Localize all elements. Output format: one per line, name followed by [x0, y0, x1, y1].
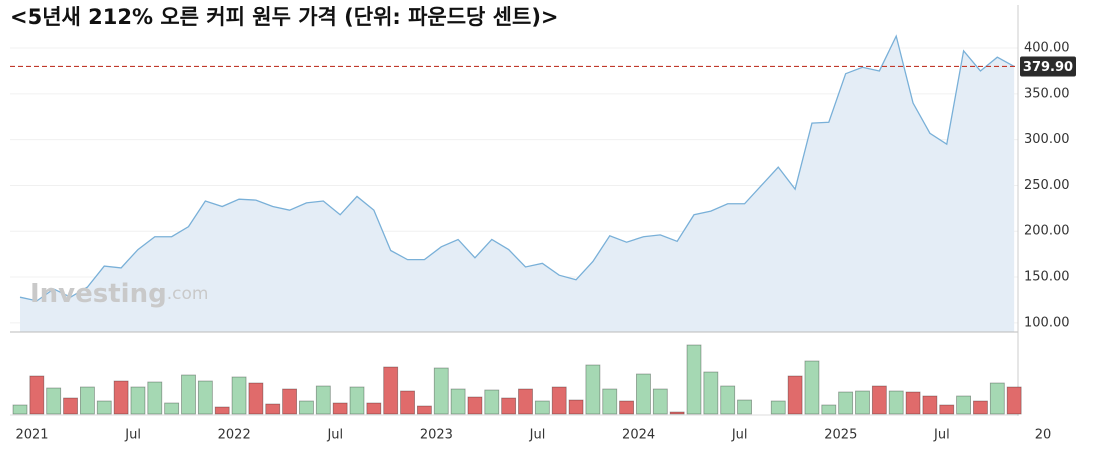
- volume-bar: [568, 399, 584, 415]
- x-tick-label: Jul: [326, 428, 343, 443]
- y-tick-label: 350.00: [1024, 86, 1070, 101]
- watermark: Investing.com: [30, 279, 208, 309]
- volume-bar: [265, 403, 281, 415]
- volume-bar: [63, 397, 78, 415]
- price-area: [20, 36, 1015, 333]
- volume-bar: [821, 404, 837, 415]
- price-line: [19, 34, 1015, 302]
- volume-bar: [602, 388, 618, 415]
- volume-bar: [147, 381, 163, 415]
- y-tick-label: 250.00: [1024, 178, 1070, 193]
- volume-bar: [315, 385, 331, 415]
- volume-bar: [703, 371, 719, 415]
- volume-bar: [164, 402, 180, 415]
- volume-bar: [484, 389, 500, 415]
- volume-bar: [12, 404, 28, 415]
- volume-bar: [619, 400, 634, 415]
- volume-bar: [366, 402, 382, 415]
- volume-bar: [332, 402, 348, 415]
- volume-bar: [113, 380, 129, 415]
- plot: 100.00 150.00 200.00 250.00 300.00 350.00 400.…: [10, 5, 1076, 443]
- volume-bar: [652, 388, 668, 415]
- volume-bar: [855, 390, 870, 415]
- volume-bar: [96, 400, 112, 415]
- volume-bar: [231, 376, 247, 415]
- y-tick-label: 300.00: [1024, 132, 1070, 147]
- volume-bar: [770, 400, 786, 415]
- watermark-domain: .com: [167, 284, 209, 304]
- x-tick-label: Jul: [731, 428, 748, 443]
- volume-bar: [46, 387, 62, 415]
- volume-bar: [534, 400, 550, 415]
- reference-label-box: [1020, 56, 1076, 77]
- volume-bar: [450, 388, 466, 415]
- x-tick-label: 2025: [824, 428, 857, 443]
- volume-bar: [551, 386, 567, 415]
- volume-bar: [686, 344, 702, 415]
- volume-bar: [636, 373, 651, 415]
- volume-bar: [973, 400, 988, 415]
- volume-bar: [282, 388, 298, 415]
- volume-bar: [585, 364, 601, 415]
- x-tick-label: Jul: [124, 428, 141, 443]
- volume-bar: [467, 396, 483, 415]
- volume-bar: [669, 411, 685, 415]
- watermark-brand: Investing: [30, 279, 167, 309]
- volume-bar: [905, 391, 921, 415]
- volume-bar: [349, 386, 365, 415]
- volume-bar: [29, 375, 45, 415]
- y-tick-label: 400.00: [1024, 41, 1070, 56]
- volume-bar: [383, 366, 399, 415]
- volume-bar: [433, 367, 449, 415]
- volume-bar: [416, 405, 432, 415]
- x-tick-label: Jul: [529, 428, 546, 443]
- x-tick-label: 2022: [218, 428, 251, 443]
- x-tick-label: 2023: [420, 428, 453, 443]
- volume-bar: [214, 406, 230, 415]
- volume-bar: [787, 375, 803, 415]
- volume-bar: [888, 390, 904, 415]
- x-tick-label: 2021: [15, 428, 48, 443]
- y-tick-label: 100.00: [1024, 315, 1070, 330]
- volume-bar: [80, 386, 95, 415]
- x-tick-label: 20: [1035, 428, 1052, 443]
- volume-bar: [939, 404, 955, 415]
- volume-bar: [299, 400, 314, 415]
- y-tick-label: 150.00: [1024, 270, 1070, 285]
- volume-bar: [804, 360, 820, 415]
- volume-bar: [720, 385, 736, 415]
- volume-bar: [197, 380, 213, 415]
- y-tick-label: 200.00: [1024, 224, 1070, 239]
- volume-bar: [956, 395, 971, 415]
- volume-bar: [248, 382, 264, 415]
- volume-bar: [501, 397, 517, 415]
- reference-label: 379.90: [1023, 60, 1073, 75]
- volume-bar: [737, 399, 752, 415]
- volume-bar: [871, 385, 887, 415]
- volume-bar: [989, 382, 1005, 415]
- volume-bar: [1006, 386, 1022, 415]
- x-tick-label: Jul: [933, 428, 950, 443]
- volume-bar: [838, 391, 854, 415]
- x-tick-label: 2024: [622, 428, 655, 443]
- volume-bar: [518, 388, 533, 415]
- volume-bar: [400, 390, 415, 415]
- volume-bar: [922, 395, 938, 415]
- chart-title: <5년새 212% 오른 커피 원두 가격 (단위: 파운드당 센트)>: [10, 5, 559, 29]
- volume-bar: [130, 386, 146, 415]
- volume-bar: [181, 374, 196, 415]
